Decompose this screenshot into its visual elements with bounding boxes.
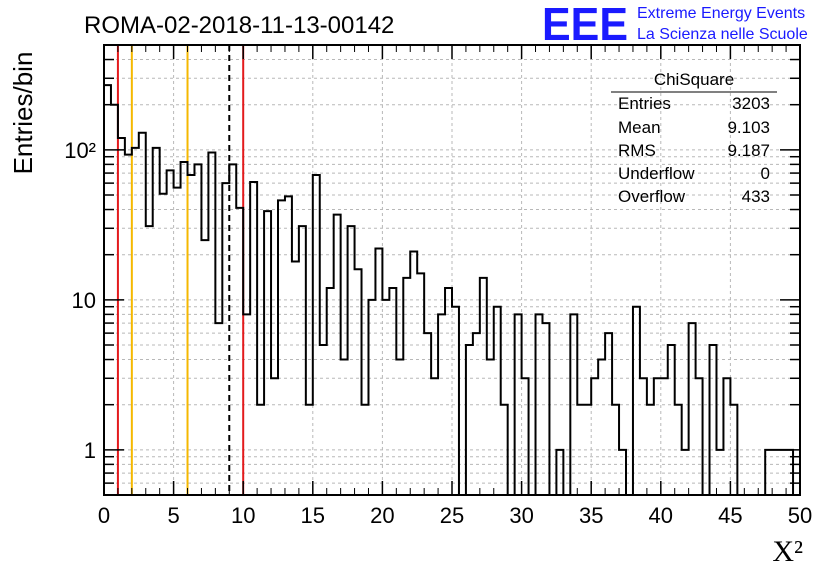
y-tick-label: 10² xyxy=(64,138,96,163)
x-tick-label: 15 xyxy=(301,503,325,528)
x-tick-label: 40 xyxy=(649,503,673,528)
stats-box: ChiSquare Entries 3203 Mean 9.103 RMS 9.… xyxy=(611,70,777,206)
x-tick-label: 25 xyxy=(440,503,464,528)
stats-underflow-value: 0 xyxy=(761,164,770,183)
stats-overflow-value: 433 xyxy=(742,187,770,206)
stats-rms-label: RMS xyxy=(618,141,656,160)
logo: EEE Extreme Energy Events La Scienza nel… xyxy=(542,0,808,50)
x-tick-label: 10 xyxy=(231,503,255,528)
stats-underflow-label: Underflow xyxy=(618,164,695,183)
x-tick-label: 45 xyxy=(718,503,742,528)
chart-title: ROMA-02-2018-11-13-00142 xyxy=(84,12,394,39)
x-tick-label: 0 xyxy=(98,503,110,528)
y-axis-label: Entries/bin xyxy=(8,52,38,175)
x-tick-label: 20 xyxy=(370,503,394,528)
grid-lines xyxy=(104,44,800,496)
stats-entries-label: Entries xyxy=(618,94,671,113)
x-tick-label: 5 xyxy=(167,503,179,528)
x-tick-label: 35 xyxy=(579,503,603,528)
x-tick-label: 30 xyxy=(509,503,533,528)
stats-mean-label: Mean xyxy=(618,118,661,137)
stats-mean-value: 9.103 xyxy=(727,118,770,137)
logo-line-1: Extreme Energy Events xyxy=(637,5,805,22)
x-tick-label: 50 xyxy=(788,503,812,528)
tick-labels: 0 5 10 15 20 25 30 35 40 45 50 1 10 10² xyxy=(64,138,812,528)
stats-title: ChiSquare xyxy=(654,70,734,89)
reference-lines xyxy=(116,45,245,495)
y-tick-label: 10 xyxy=(72,288,96,313)
logo-mark: EEE xyxy=(542,0,628,50)
stats-rms-value: 9.187 xyxy=(727,141,770,160)
axis-ticks xyxy=(103,44,801,496)
stats-overflow-label: Overflow xyxy=(618,187,686,206)
logo-line-2: La Scienza nelle Scuole xyxy=(637,26,808,43)
histogram-series xyxy=(104,84,800,496)
plot-frame xyxy=(103,44,801,496)
stats-entries-value: 3203 xyxy=(732,94,770,113)
y-tick-label: 1 xyxy=(84,438,96,463)
x-axis-label: X² xyxy=(772,535,803,568)
